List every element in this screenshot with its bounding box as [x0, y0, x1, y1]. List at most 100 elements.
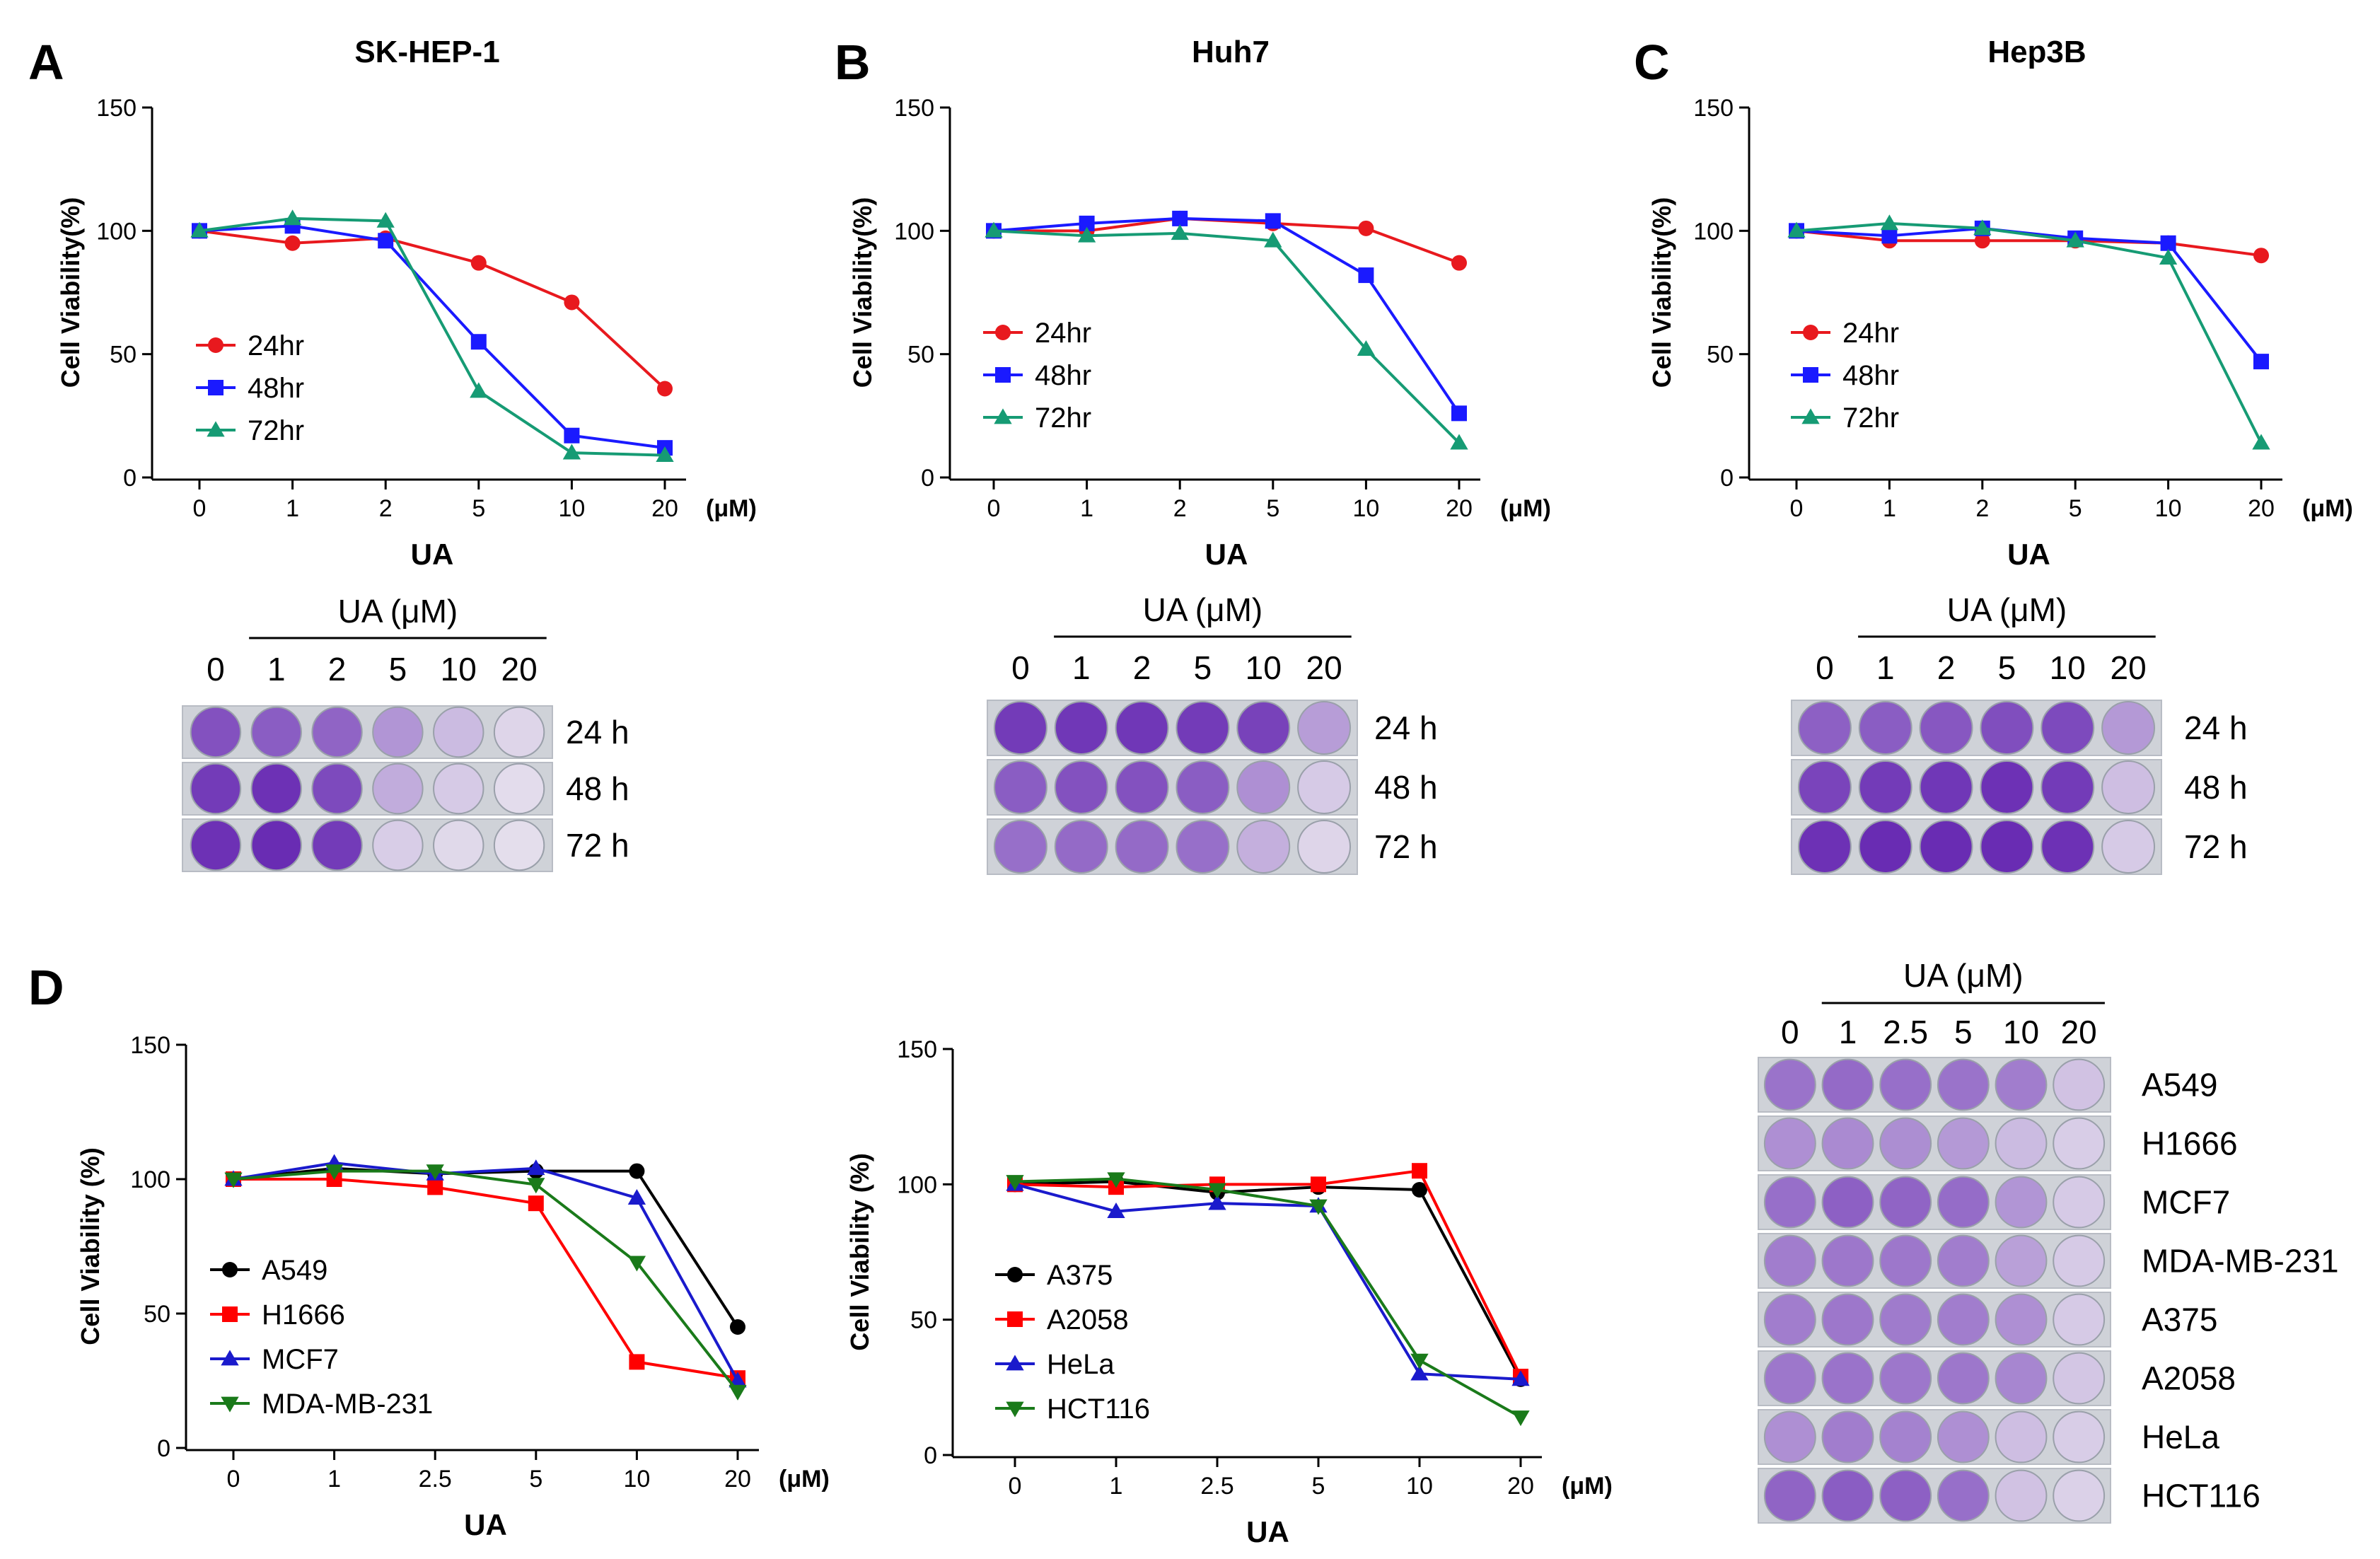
- series-48hr: 48hr: [192, 218, 673, 456]
- plate-row: HeLa: [1758, 1409, 2219, 1465]
- chart-a: 0 50 100 150 0 1 2 5 10 20 (μM) UA Cell Viability(%)…: [56, 35, 757, 571]
- row-label: 48 h: [566, 770, 629, 807]
- row-label: A375: [2142, 1302, 2217, 1338]
- well: [1797, 760, 1852, 814]
- plate-c: UA (μM) 0 1 2 5 10 20 24 h 48 h 72 h: [1791, 591, 2248, 875]
- well-strip: [987, 700, 1358, 756]
- plate-row: 72 h: [1791, 818, 2248, 875]
- series-HeLa: HeLa: [995, 1175, 1530, 1386]
- y-tick-label: 150: [130, 1032, 170, 1059]
- y-tick-label: 0: [924, 1442, 937, 1469]
- well: [1054, 820, 1108, 874]
- series-line: [233, 1169, 739, 1393]
- plate-row: A549: [1758, 1057, 2217, 1113]
- well: [1297, 760, 1352, 814]
- x-tick-label: 1: [286, 495, 299, 522]
- data-point: [378, 233, 394, 249]
- well: [1858, 820, 1912, 874]
- well: [1176, 701, 1230, 755]
- plate-row: H1666: [1758, 1115, 2238, 1171]
- plate-b: UA (μM) 0 1 2 5 10 20 24 h 48 h 72 h: [987, 591, 1438, 875]
- data-point: [562, 444, 581, 460]
- well-strip: [182, 818, 553, 872]
- data-point: [2066, 231, 2084, 248]
- well: [1879, 1117, 1932, 1170]
- y-tick-label: 150: [96, 95, 137, 122]
- x-tick-label: 5: [1266, 495, 1279, 522]
- well: [1937, 1410, 1990, 1464]
- legend-marker: [222, 1306, 238, 1322]
- plate-d: UA (μM) 0 1 2.5 5 10 20 A549 H1666 MCF7 MDA-MB-231…: [1758, 957, 2339, 1524]
- y-tick-label: 50: [907, 342, 934, 369]
- well: [311, 763, 363, 815]
- well: [1919, 701, 1973, 755]
- well: [1054, 701, 1108, 755]
- legend-marker: [995, 367, 1011, 383]
- well: [1995, 1469, 2048, 1522]
- panel-letter-b: B: [835, 35, 871, 90]
- data-point: [1412, 1181, 1427, 1198]
- data-point: [1077, 226, 1096, 243]
- well: [1821, 1176, 1874, 1229]
- x-axis-label: UA: [411, 538, 454, 571]
- well: [1236, 820, 1291, 874]
- concentration-label: 20: [501, 651, 537, 688]
- data-point: [1357, 340, 1376, 357]
- well: [1879, 1352, 1932, 1405]
- row-label: MCF7: [2142, 1184, 2230, 1221]
- data-point: [627, 1256, 646, 1272]
- well: [1995, 1293, 2048, 1346]
- legend-label: MCF7: [262, 1344, 339, 1375]
- plate-row: 72 h: [182, 818, 629, 872]
- legend-label: MDA-MB-231: [262, 1389, 433, 1420]
- well: [1995, 1176, 2048, 1229]
- well: [433, 819, 484, 871]
- well: [2041, 760, 2095, 814]
- well-strip: [1791, 818, 2162, 875]
- data-point: [2252, 434, 2270, 450]
- concentration-label: 5: [389, 651, 407, 688]
- data-point: [1107, 1172, 1125, 1188]
- data-point: [2253, 248, 2269, 264]
- data-point: [470, 255, 487, 271]
- y-tick-label: 50: [1707, 342, 1734, 369]
- x-tick-label: 5: [529, 1466, 542, 1493]
- data-point: [1451, 255, 1467, 271]
- y-tick-label: 150: [1693, 95, 1734, 122]
- plate-row: 72 h: [987, 818, 1438, 875]
- well: [1821, 1469, 1874, 1522]
- x-tick-label: 2: [1975, 495, 1989, 522]
- well: [1821, 1352, 1874, 1405]
- y-tick-label: 0: [157, 1435, 170, 1462]
- well: [1995, 1410, 2048, 1464]
- legend-marker: [221, 1396, 239, 1413]
- x-tick-label: 0: [1009, 1473, 1022, 1500]
- series-line: [199, 229, 666, 390]
- legend-label: 24hr: [1035, 318, 1091, 349]
- series-48hr: 48hr: [983, 210, 1467, 422]
- well: [1054, 760, 1108, 814]
- well-strip: [1758, 1350, 2111, 1406]
- well: [2101, 760, 2156, 814]
- well: [250, 763, 302, 815]
- series-line: [1014, 1183, 1521, 1381]
- series-line: [199, 224, 666, 450]
- well: [2053, 1293, 2106, 1346]
- well: [1937, 1469, 1990, 1522]
- series-MCF7: MCF7: [210, 1154, 747, 1388]
- well: [493, 819, 545, 871]
- data-point: [1880, 214, 1899, 231]
- well-strip: [1758, 1174, 2111, 1230]
- data-point: [1208, 1194, 1226, 1210]
- concentration-label: 0: [1011, 649, 1030, 686]
- data-point: [1006, 1175, 1024, 1191]
- well: [1995, 1117, 2048, 1170]
- well-strip: [1758, 1115, 2111, 1171]
- well: [1821, 1293, 1874, 1346]
- x-tick-label: 10: [1352, 495, 1379, 522]
- data-point: [629, 1354, 645, 1370]
- well: [1821, 1117, 1874, 1170]
- well: [1821, 1410, 1874, 1464]
- series-line: [1014, 1169, 1522, 1377]
